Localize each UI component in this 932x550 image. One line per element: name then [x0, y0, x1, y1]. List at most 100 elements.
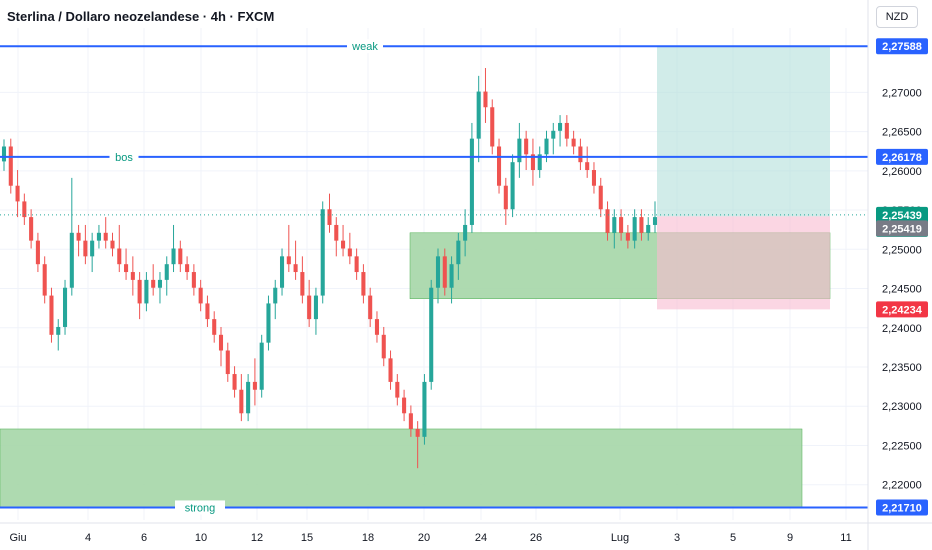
- candle-body: [327, 209, 332, 225]
- candle-body: [252, 381, 257, 390]
- candle-body: [232, 374, 237, 390]
- candle-body: [517, 138, 522, 163]
- candle-body: [225, 350, 230, 375]
- candle-body: [612, 217, 617, 233]
- candle-body: [279, 256, 285, 288]
- target-zone: [657, 46, 830, 217]
- x-tick-label: 11: [840, 532, 851, 544]
- candle-body: [374, 319, 380, 335]
- candle-body: [8, 146, 13, 186]
- price-tags-layer: 2,275882,261782,217102,2543903:18:542,25…: [876, 38, 928, 516]
- candle-body: [198, 287, 203, 304]
- candle-body: [510, 162, 515, 210]
- candle-body: [639, 217, 644, 233]
- x-tick-label: 20: [418, 532, 430, 544]
- x-tick-label: 4: [85, 532, 91, 544]
- candle-body: [408, 413, 413, 429]
- level-label-bg: [109, 149, 139, 164]
- candle-body: [62, 287, 68, 327]
- y-tick-label: 2,25000: [882, 244, 922, 256]
- candle-body: [83, 240, 88, 257]
- price-tag-weak-bg: [876, 38, 928, 55]
- candle-body: [578, 146, 583, 163]
- candle-body: [35, 240, 40, 265]
- x-tick-label: 6: [141, 532, 147, 544]
- candle-body: [42, 264, 47, 296]
- price-tag-bos: 2,26178: [882, 152, 922, 164]
- candle-body: [429, 287, 434, 382]
- candles-layer: [1, 68, 658, 469]
- candle-body: [361, 272, 366, 296]
- candle-body: [191, 272, 196, 288]
- candle-body: [185, 264, 190, 273]
- x-tick-label: 18: [362, 532, 374, 544]
- candle-body: [293, 264, 298, 273]
- candle-body: [503, 185, 508, 210]
- candle-body: [151, 279, 156, 288]
- candle-body: [591, 170, 597, 186]
- x-tick-label: 9: [787, 532, 793, 544]
- candle-body: [130, 272, 135, 280]
- candle-body: [103, 232, 108, 241]
- candle-body: [49, 295, 54, 335]
- y-axis: 2,270002,265002,260002,255002,250002,245…: [867, 0, 922, 550]
- candle-body: [76, 232, 81, 241]
- candle-body: [388, 358, 393, 382]
- candle-body: [605, 209, 610, 233]
- candle-body: [117, 248, 122, 265]
- candle-body: [544, 138, 549, 155]
- candle-body: [90, 240, 95, 257]
- y-tick-label: 2,26500: [882, 127, 922, 139]
- candle-body: [266, 303, 271, 343]
- candle-body: [449, 264, 454, 288]
- candle-body: [524, 138, 529, 155]
- candle-body: [246, 381, 251, 414]
- candle-body: [483, 91, 488, 108]
- candle-body: [307, 295, 312, 320]
- stop-price-tag-bg: [876, 301, 928, 318]
- candle-body: [490, 107, 495, 147]
- candle-body: [286, 256, 291, 265]
- price-tag-strong-bg: [876, 499, 928, 516]
- candle-body: [205, 303, 210, 320]
- entry-price-tag-bg: [876, 220, 928, 237]
- y-tick-label: 2,26000: [882, 166, 922, 178]
- candle-body: [259, 342, 264, 390]
- candle-body: [646, 224, 651, 233]
- candle-body: [619, 217, 624, 233]
- candle-body: [564, 122, 569, 139]
- candle-body: [537, 154, 542, 171]
- candle-body: [415, 428, 420, 437]
- demand-zone-lower: [0, 428, 803, 508]
- candle-body: [625, 232, 630, 241]
- candle-body: [171, 248, 176, 265]
- price-tag-bos-bg: [876, 148, 928, 165]
- currency-selector-button[interactable]: NZD: [876, 6, 918, 28]
- y-tick-label: 2,23500: [882, 362, 922, 374]
- candle-body: [144, 279, 149, 304]
- candle-body: [56, 326, 61, 335]
- x-axis: Giu 4 6 10 12 15 18 20 24 26 Lug 3 5 9 11: [0, 522, 932, 544]
- y-tick-label: 2,23000: [882, 401, 922, 413]
- candle-body: [442, 256, 447, 288]
- x-tick-label: 3: [674, 532, 680, 544]
- candle-body: [341, 240, 346, 249]
- chart-title: Sterlina / Dollaro neozelandese · 4h · F…: [7, 9, 275, 24]
- x-tick-label: 5: [730, 532, 736, 544]
- candle-body: [1, 146, 7, 162]
- x-tick-label: 10: [195, 532, 207, 544]
- candle-body: [164, 264, 169, 280]
- candle-body: [212, 319, 217, 335]
- candle-body: [29, 217, 34, 241]
- candle-body: [496, 146, 502, 186]
- candle-body: [110, 240, 115, 249]
- candle-body: [402, 397, 407, 414]
- candle-body: [273, 287, 278, 304]
- y-tick-label: 2,24500: [882, 284, 922, 296]
- last-price-tag: 2,25439: [882, 210, 922, 222]
- x-tick-label: 15: [301, 532, 313, 544]
- candle-body: [585, 162, 590, 171]
- price-tag-strong: 2,21710: [882, 502, 922, 514]
- candle-body: [69, 232, 74, 288]
